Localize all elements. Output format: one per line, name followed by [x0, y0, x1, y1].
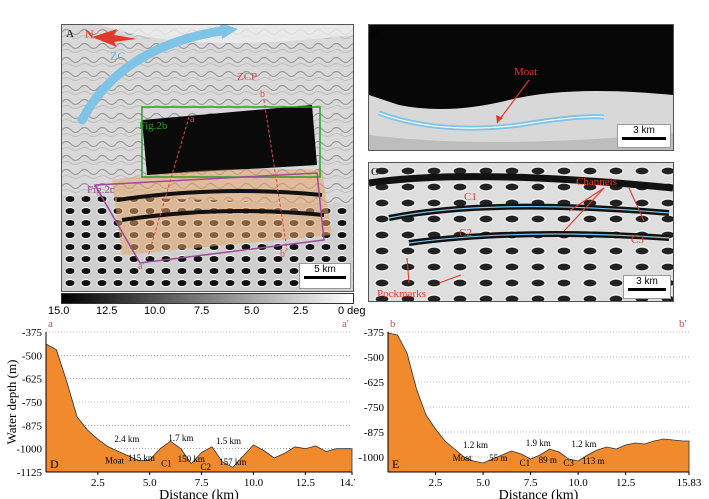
x-tick-label: 2.5 — [429, 477, 443, 489]
panel-b-scale-text: 3 km — [633, 125, 655, 136]
panel-a-scale-text: 5 km — [314, 264, 336, 275]
y-tick-label: -1125 — [17, 467, 43, 479]
c2-label: C2 — [459, 227, 472, 239]
profile-annotation: 113 m — [582, 456, 604, 466]
profile-annotation: 1.9 km — [526, 438, 551, 448]
x-tick-label: 15.83 — [677, 477, 702, 489]
fig2c-box — [93, 172, 325, 264]
profile-annotation: 1.2 km — [571, 439, 596, 449]
north-label: N — [85, 27, 94, 41]
panel-c-label: C — [371, 166, 378, 178]
profile-annotation: 89 m — [539, 455, 557, 465]
x-axis-label: Distance (km) — [159, 488, 239, 499]
profile-annotation: 2.4 km — [114, 434, 139, 444]
panel-b-label: B — [371, 28, 378, 40]
y-tick-label: -875 — [22, 420, 43, 432]
y-tick-label: -500 — [22, 350, 43, 362]
profile-annotation: 157 km — [219, 457, 246, 467]
y-tick-label: -625 — [364, 377, 385, 389]
profile-panel-label: E — [392, 457, 399, 471]
colorbar-tick: 5.0 — [244, 305, 260, 317]
colorbar-ticks: 15.0 12.5 10.0 7.5 5.0 2.5 0 deg — [48, 305, 378, 319]
depth-profile-area — [45, 343, 353, 473]
profile-annotation: Moat — [105, 456, 124, 466]
y-tick-label: -375 — [364, 327, 385, 339]
profile-chart-e: -375 -500 -625 -750 -875 -1000 2.5 5.0 7.5 10.0 12… — [358, 318, 702, 499]
zc-label: ZC — [110, 49, 125, 63]
panel-c-map-svg: C Channels C1 C2 C3 Pockmarks — [369, 163, 673, 301]
x-axis-label: Distance (km) — [499, 488, 579, 499]
section-b-line — [263, 99, 288, 251]
y-tick-label: -750 — [364, 402, 385, 414]
y-tick-label: -625 — [22, 374, 43, 386]
colorbar — [61, 293, 354, 304]
profile-annotation: 1.2 km — [463, 440, 488, 450]
colorbar-tick: 2.5 — [293, 305, 309, 317]
section-a-end: a' — [138, 261, 144, 272]
profile-annotation: 55 m — [489, 453, 507, 463]
panel-c-channels-map: C Channels C1 C2 C3 Pockmarks 3 km — [368, 162, 674, 302]
panel-a-scale-bar: 5 km — [299, 263, 351, 289]
y-tick-label: -375 — [22, 327, 43, 339]
colorbar-tick: 10.0 — [144, 305, 166, 317]
y-axis-label: Water depth (m) — [4, 360, 19, 445]
profile-annotation: 115 km — [128, 453, 155, 463]
profile-panel-label: D — [50, 457, 59, 471]
panel-b-scale-bar: 3 km — [617, 124, 671, 148]
section-a-start: a — [190, 114, 195, 125]
x-tick-label: 5.0 — [143, 477, 157, 489]
panel-a-map-svg: A N ZC ZCP Fig.2b Fig.2c a b a' b' — [62, 25, 353, 291]
colorbar-tick: 0 deg — [338, 305, 366, 317]
colorbar-tick: 15.0 — [48, 305, 70, 317]
fig2c-label: Fig.2c — [87, 184, 115, 196]
colorbar-tick: 7.5 — [194, 305, 210, 317]
section-b-start: b — [260, 89, 265, 100]
x-tick-label: 12.5 — [296, 477, 316, 489]
zcp-label: ZCP — [237, 71, 257, 83]
colorbar-tick: 12.5 — [96, 305, 118, 317]
y-tick-label: -1000 — [16, 444, 42, 456]
x-tick-label: 12.5 — [616, 477, 636, 489]
fig2b-label: Fig.2b — [139, 120, 168, 132]
x-tick-label: 5.0 — [476, 477, 490, 489]
x-tick-label: 14.75 — [340, 477, 355, 489]
profile-annotation: 1.7 km — [168, 433, 193, 443]
profile-annotation: 150 km — [178, 454, 205, 464]
depth-profile-area — [387, 332, 690, 473]
profile-annotation: C1 — [161, 458, 172, 468]
profile-annotation: C3 — [563, 458, 574, 468]
panel-a-slope-map: A N ZC ZCP Fig.2b Fig.2c a b a' b' 5 km — [61, 24, 354, 292]
moat-label: Moat — [514, 66, 537, 78]
panel-c-scale-text: 3 km — [636, 276, 658, 287]
y-tick-label: -875 — [364, 427, 385, 439]
profile-annotation: Moat — [453, 453, 472, 463]
x-tick-label: 10.0 — [569, 477, 589, 489]
section-b-end: b' — [280, 249, 287, 260]
profile-start-label: a — [48, 318, 53, 330]
north-arrow — [92, 29, 137, 47]
c1-label: C1 — [464, 191, 477, 203]
y-tick-label: -500 — [364, 352, 385, 364]
panel-b-map-svg: B Moat — [369, 25, 673, 150]
x-tick-label: 10.0 — [244, 477, 264, 489]
pockmarks-label: Pockmarks — [377, 288, 426, 300]
profile-chart-d: -375 -500 -625 -750 -875 -1000 -1125 2.5 5.0 7.5 1… — [4, 318, 355, 499]
x-tick-label: 2.5 — [91, 477, 105, 489]
panel-a-label: A — [66, 28, 74, 40]
x-tick-label: 7.5 — [195, 477, 209, 489]
profile-annotation: C1 — [520, 458, 531, 468]
c3-label: C3 — [631, 234, 644, 246]
y-tick-label: -750 — [22, 397, 43, 409]
y-tick-label: -1000 — [358, 452, 384, 464]
channels-label: Channels — [576, 176, 617, 188]
zc-current-arrow — [77, 25, 232, 125]
profile-start-label: b — [390, 318, 396, 330]
profile-annotation: C2 — [200, 462, 211, 472]
profile-end-label: a' — [342, 318, 349, 330]
x-tick-label: 7.5 — [524, 477, 538, 489]
profile-annotation: 1.5 km — [216, 436, 241, 446]
panel-b-moat-map: B Moat 3 km — [368, 24, 674, 151]
panel-c-scale-bar: 3 km — [623, 275, 671, 299]
profile-end-label: b' — [679, 318, 687, 330]
